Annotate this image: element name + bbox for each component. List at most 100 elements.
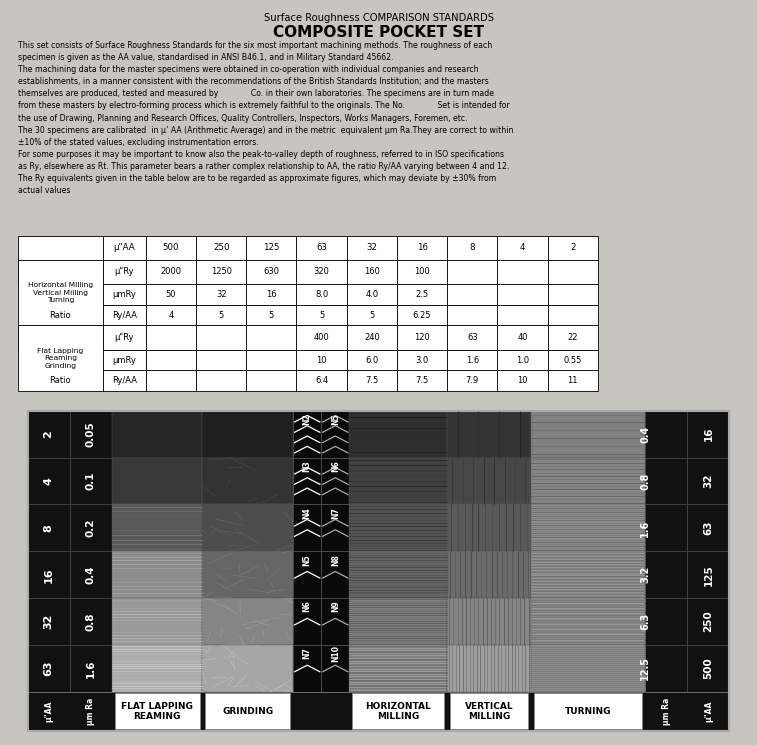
Text: N5: N5 — [303, 554, 312, 565]
Bar — [447, 284, 497, 305]
Text: 16: 16 — [44, 567, 54, 583]
Text: 4: 4 — [168, 311, 173, 320]
Bar — [349, 410, 447, 457]
Bar — [27, 457, 70, 504]
Text: 500: 500 — [163, 244, 179, 253]
Bar — [70, 645, 112, 692]
Bar — [103, 370, 146, 391]
Text: TURNING: TURNING — [565, 707, 611, 716]
Text: 250: 250 — [703, 611, 713, 633]
Text: Ry/AA: Ry/AA — [112, 376, 137, 385]
Bar — [645, 504, 687, 551]
Bar — [146, 370, 196, 391]
Bar — [397, 326, 447, 349]
Bar — [103, 305, 146, 326]
Text: N7: N7 — [303, 647, 312, 659]
Text: FLAT LAPPING
REAMING: FLAT LAPPING REAMING — [121, 702, 193, 721]
Text: μmRy: μmRy — [112, 290, 136, 299]
Bar — [70, 457, 112, 504]
Bar — [347, 260, 397, 284]
Text: 240: 240 — [364, 333, 380, 342]
Bar — [447, 349, 497, 370]
Bar — [103, 326, 146, 349]
Bar — [349, 598, 447, 645]
Bar — [687, 645, 730, 692]
Text: COMPOSITE POCKET SET: COMPOSITE POCKET SET — [273, 25, 484, 40]
Bar — [246, 284, 297, 305]
Text: Surface Roughness COMPARISON STANDARDS: Surface Roughness COMPARISON STANDARDS — [263, 13, 494, 23]
Bar — [548, 349, 598, 370]
Bar — [196, 370, 246, 391]
Text: Ratio: Ratio — [50, 376, 71, 385]
Bar — [687, 457, 730, 504]
Text: 16: 16 — [416, 244, 428, 253]
Bar — [297, 305, 347, 326]
Text: 1.0: 1.0 — [516, 355, 529, 364]
Bar — [397, 349, 447, 370]
Bar — [447, 457, 531, 504]
Bar — [27, 645, 70, 692]
Text: 32: 32 — [366, 244, 377, 253]
Text: 5: 5 — [319, 311, 324, 320]
Text: HORIZONTAL
MILLING: HORIZONTAL MILLING — [366, 702, 431, 721]
Text: μ"AA: μ"AA — [704, 700, 713, 722]
Bar — [321, 598, 349, 645]
Text: N9: N9 — [331, 600, 340, 612]
Text: μ"AA: μ"AA — [44, 700, 53, 722]
Text: 120: 120 — [414, 333, 430, 342]
Bar — [293, 551, 321, 598]
Text: 8.0: 8.0 — [315, 290, 329, 299]
Text: 6.4: 6.4 — [315, 376, 329, 385]
Bar — [70, 598, 112, 645]
Bar — [497, 370, 548, 391]
Text: N2: N2 — [303, 413, 312, 425]
Bar — [246, 305, 297, 326]
Bar — [447, 326, 497, 349]
Text: 7.9: 7.9 — [466, 376, 479, 385]
Bar — [645, 645, 687, 692]
Bar — [112, 551, 202, 598]
Bar — [196, 260, 246, 284]
Text: 0.05: 0.05 — [86, 421, 95, 447]
Text: N5: N5 — [331, 413, 340, 425]
Bar — [397, 370, 447, 391]
Text: 2000: 2000 — [160, 267, 182, 276]
Text: Horizontal Milling
Vertical Milling
Turning: Horizontal Milling Vertical Milling Turn… — [28, 282, 93, 303]
Bar — [548, 236, 598, 260]
Bar — [297, 260, 347, 284]
Bar — [645, 551, 687, 598]
Bar — [447, 410, 531, 457]
Bar — [112, 504, 202, 551]
Bar — [18, 236, 103, 260]
Bar — [112, 457, 202, 504]
Text: 0.2: 0.2 — [86, 519, 95, 537]
Bar — [447, 551, 531, 598]
Bar — [548, 260, 598, 284]
Text: 1.6: 1.6 — [86, 659, 95, 678]
Text: 8: 8 — [469, 244, 475, 253]
Text: GRINDING: GRINDING — [223, 707, 273, 716]
Bar — [531, 551, 645, 598]
Bar — [548, 284, 598, 305]
Bar — [349, 504, 447, 551]
Bar — [196, 284, 246, 305]
Text: μmRy: μmRy — [112, 355, 136, 364]
Bar — [450, 694, 528, 729]
Bar — [70, 410, 112, 457]
Text: Flat Lapping
Reaming
Grinding: Flat Lapping Reaming Grinding — [37, 348, 83, 369]
Bar — [146, 349, 196, 370]
Bar — [115, 694, 200, 729]
Bar — [548, 326, 598, 349]
Text: 125: 125 — [263, 244, 279, 253]
Bar — [349, 457, 447, 504]
Text: μ"AA: μ"AA — [114, 244, 136, 253]
Bar — [246, 370, 297, 391]
Bar — [27, 692, 730, 731]
Text: 40: 40 — [517, 333, 528, 342]
Text: 250: 250 — [213, 244, 229, 253]
Text: Ratio: Ratio — [50, 311, 71, 320]
Text: 0.4: 0.4 — [86, 565, 95, 584]
Text: 5: 5 — [269, 311, 274, 320]
Bar — [447, 504, 531, 551]
Bar — [397, 305, 447, 326]
